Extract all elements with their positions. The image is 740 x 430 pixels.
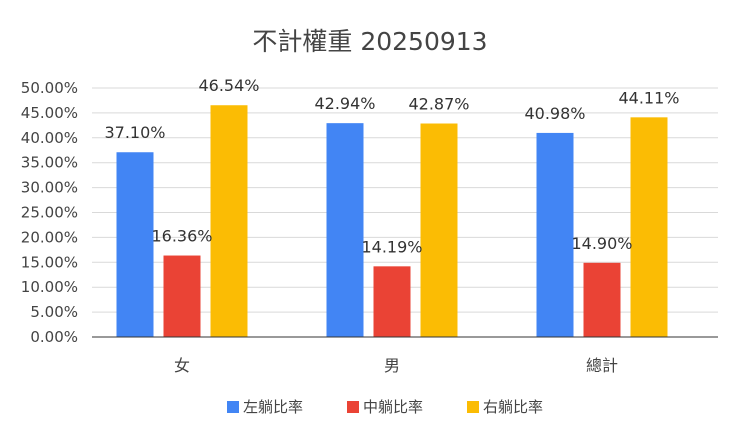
- x-category-label: 男: [384, 356, 400, 375]
- data-label: 44.11%: [618, 88, 679, 107]
- y-tick-label: 40.00%: [21, 129, 78, 147]
- legend: 左躺比率 中躺比率 右躺比率: [227, 398, 543, 416]
- legend-label: 中躺比率: [363, 398, 423, 416]
- y-tick-label: 30.00%: [21, 179, 78, 197]
- y-tick-label: 45.00%: [21, 104, 78, 122]
- y-tick-label: 20.00%: [21, 228, 78, 246]
- bar-layer: [116, 105, 668, 337]
- y-tick-label: 50.00%: [21, 79, 78, 97]
- legend-label: 右躺比率: [483, 398, 543, 416]
- data-label: 16.36%: [151, 227, 212, 246]
- axis-layer: 0.00% 5.00% 10.00% 15.00% 20.00% 25.00% 30.00%…: [21, 79, 718, 375]
- y-tick-label: 10.00%: [21, 278, 78, 296]
- bar-1-0: [326, 123, 364, 337]
- data-label: 46.54%: [198, 76, 259, 95]
- legend-label: 左躺比率: [243, 398, 303, 416]
- bar-2-1: [583, 262, 621, 337]
- y-tick-label: 15.00%: [21, 253, 78, 271]
- data-label: 40.98%: [524, 104, 585, 123]
- legend-swatch: [467, 401, 479, 413]
- bar-1-2: [420, 123, 458, 337]
- y-tick-label: 5.00%: [30, 303, 78, 321]
- y-tick-label: 0.00%: [30, 328, 78, 346]
- x-category-label: 女: [174, 356, 190, 375]
- data-label: 14.90%: [571, 234, 632, 253]
- bar-0-2: [210, 105, 248, 337]
- data-label-layer: 37.10% 42.94% 40.98% 16.36% 14.19% 14.90% 46.5…: [104, 76, 679, 256]
- legend-swatch: [347, 401, 359, 413]
- data-label: 37.10%: [104, 123, 165, 142]
- x-category-label: 總計: [586, 356, 618, 375]
- data-label: 14.19%: [361, 237, 422, 256]
- legend-swatch: [227, 401, 239, 413]
- y-tick-label: 25.00%: [21, 204, 78, 222]
- bar-2-2: [630, 117, 668, 337]
- data-label: 42.94%: [314, 94, 375, 113]
- bar-0-0: [116, 152, 154, 337]
- chart-title: 不計權重 20250913: [252, 27, 487, 56]
- bar-1-1: [373, 266, 411, 337]
- y-tick-label: 35.00%: [21, 154, 78, 172]
- data-label: 42.87%: [408, 95, 469, 114]
- bar-0-1: [163, 255, 201, 337]
- bar-2-0: [536, 132, 574, 337]
